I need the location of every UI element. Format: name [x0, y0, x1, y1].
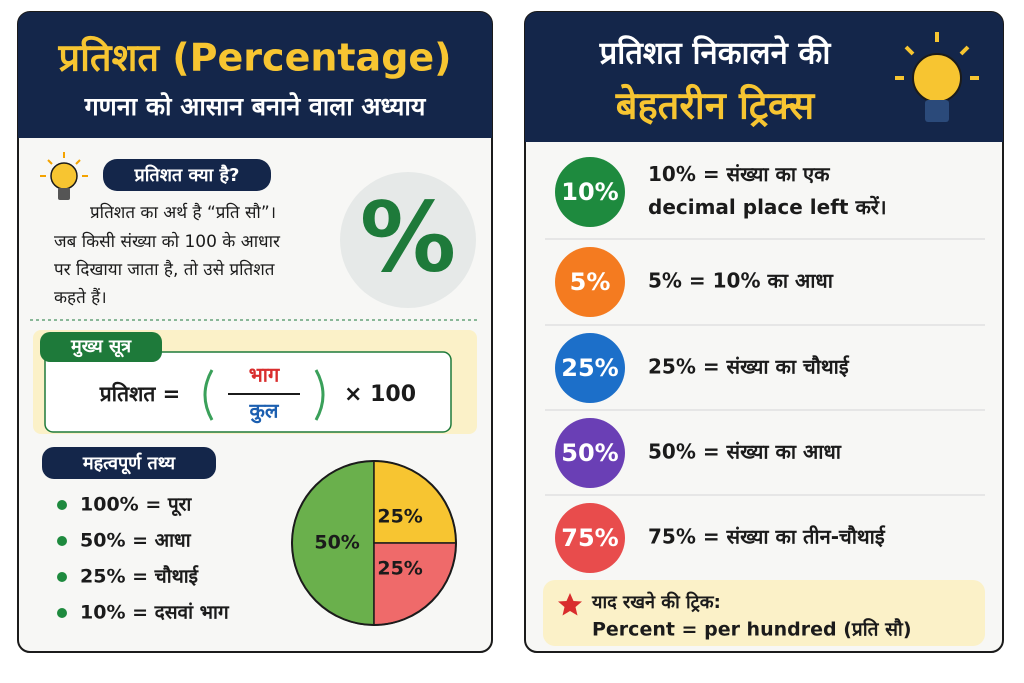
- facts-list: 100% = पूरा 50% = आधा 25% = चौथाई 10% = दसव…: [57, 494, 230, 624]
- badge-label: 10%: [561, 178, 618, 206]
- pie-outline: [291, 460, 457, 626]
- trick-text: 75% = संख्या का तीन-चौथाई: [648, 525, 886, 549]
- bullet: [57, 500, 67, 510]
- formula-pill: [40, 332, 162, 362]
- tip-box: [543, 580, 985, 646]
- section-heading: प्रतिशत क्या है?: [134, 164, 240, 186]
- trick-text: 50% = संख्या का आधा: [648, 440, 842, 464]
- trick-text: decimal place left करें।: [648, 195, 887, 219]
- badge: [555, 247, 625, 317]
- slice-label: 25%: [377, 505, 422, 527]
- denominator: कुल: [249, 399, 280, 424]
- body-text: जब किसी संख्या को 100 के आधार: [54, 231, 281, 252]
- percent-circle: [340, 172, 476, 308]
- bullet: [57, 608, 67, 618]
- star-icon: [558, 593, 582, 616]
- trick-text: 10% = संख्या का एक: [648, 162, 831, 186]
- fact-item: 25% = चौथाई: [80, 565, 199, 588]
- bulb-icon: [895, 32, 979, 122]
- badge: [555, 418, 625, 488]
- body-text: पर दिखाया जाता है, तो उसे प्रतिशत: [54, 259, 275, 280]
- bulb-icon: [40, 152, 88, 200]
- tip-heading: याद रखने की ट्रिक:: [591, 591, 721, 613]
- badge: [555, 333, 625, 403]
- slice-label: 25%: [377, 558, 422, 580]
- formula-heading: मुख्य सूत्र: [70, 336, 132, 358]
- body-text: प्रतिशत का अर्थ है “प्रति सौ”।: [90, 202, 276, 223]
- header-bg: [18, 12, 492, 138]
- tip-text: Percent = per hundred (प्रति सौ): [592, 618, 912, 641]
- bullet: [57, 572, 67, 582]
- paren: [203, 369, 214, 421]
- badge-label: 50%: [561, 439, 618, 467]
- fact-item: 50% = आधा: [80, 530, 192, 552]
- trick-text: 25% = संख्या का चौथाई: [648, 355, 850, 379]
- formula-lhs: प्रतिशत =: [99, 381, 181, 406]
- title: बेहतरीन ट्रिक्स: [615, 84, 816, 128]
- badge-label: 25%: [561, 354, 618, 382]
- badge-label: 75%: [561, 524, 618, 552]
- badge-label: 5%: [570, 268, 611, 296]
- bullet: [57, 536, 67, 546]
- paren: [314, 369, 325, 421]
- numerator: भाग: [249, 363, 280, 387]
- body-text: कहते हैं।: [54, 287, 107, 308]
- percent-symbol: %: [360, 181, 456, 293]
- trick-text: 5% = 10% का आधा: [648, 269, 834, 293]
- facts-pill: [42, 447, 216, 479]
- formula-multiplier: × 100: [344, 382, 416, 407]
- left-card: प्रतिशत (Percentage) गणना को आसान बनाने …: [17, 11, 493, 653]
- title: प्रतिशत निकालने की: [599, 35, 832, 72]
- section-pill: [103, 159, 271, 191]
- formula-box: [44, 351, 452, 433]
- fact-item: 10% = दसवां भाग: [80, 602, 230, 624]
- fact-item: 100% = पूरा: [80, 494, 192, 517]
- right-card: प्रतिशत निकालने की बेहतरीन ट्रिक्स 10%10…: [524, 11, 1004, 653]
- pie-chart: 50% 25% 25%: [291, 460, 457, 626]
- tricks-list: 10% 10% = संख्या का एक decimal place left …: [545, 157, 985, 573]
- badge: [555, 157, 625, 227]
- slice-label: 50%: [314, 532, 359, 554]
- badge: [555, 503, 625, 573]
- subtitle: गणना को आसान बनाने वाला अध्याय: [84, 92, 427, 121]
- title: प्रतिशत (Percentage): [57, 36, 451, 80]
- facts-heading: महत्वपूर्ण तथ्य: [82, 452, 177, 475]
